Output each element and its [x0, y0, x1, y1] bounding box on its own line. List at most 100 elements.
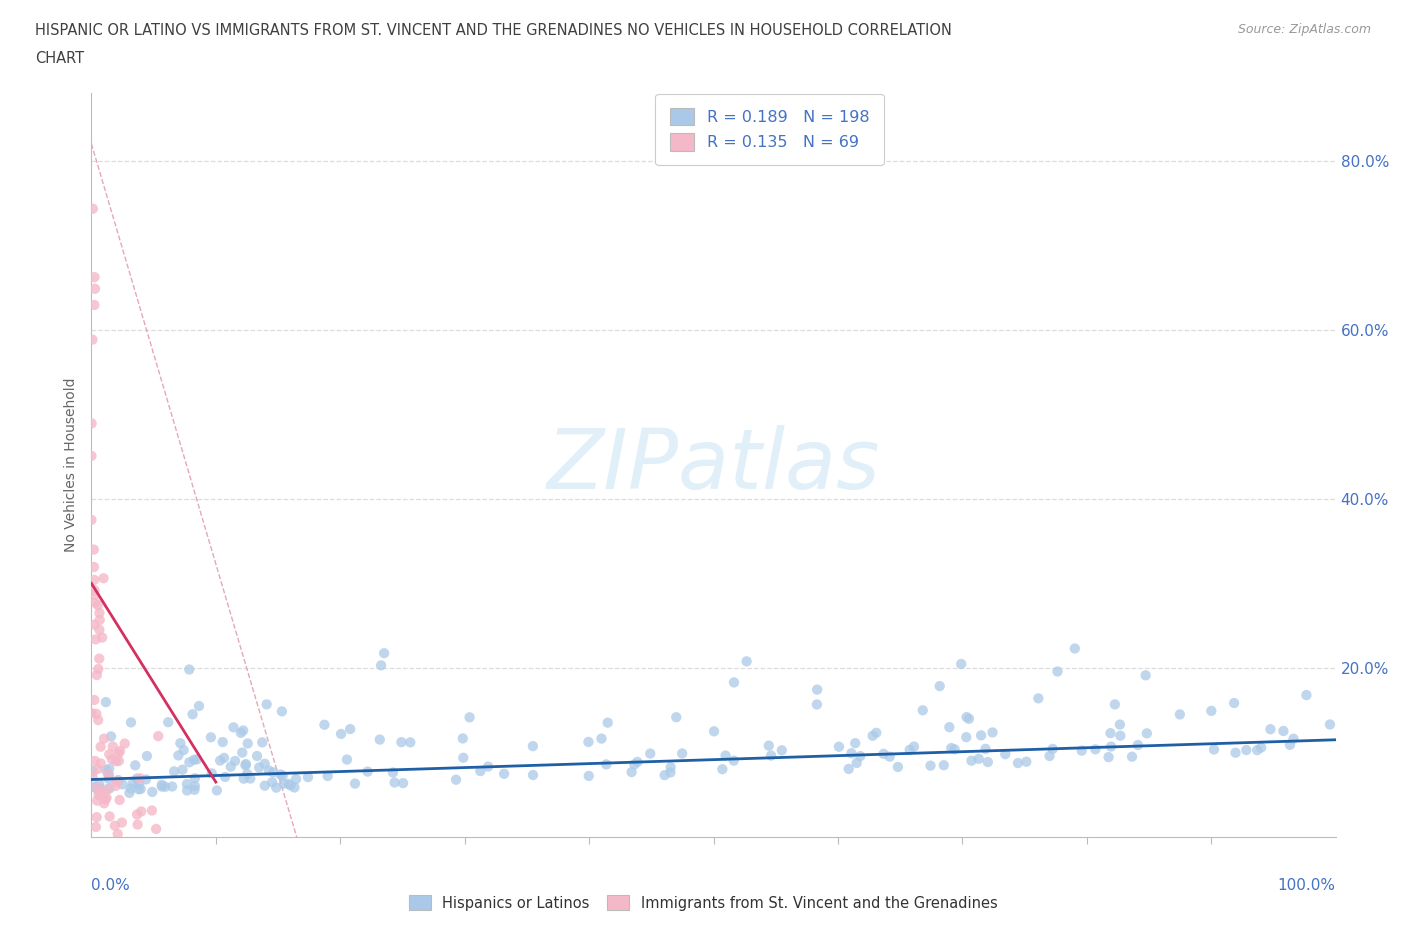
Point	[1201, 703, 1223, 718]
Point	[862, 728, 884, 743]
Point	[232, 723, 254, 737]
Point	[101, 739, 124, 754]
Point	[111, 777, 134, 791]
Point	[671, 746, 693, 761]
Point	[128, 777, 150, 791]
Point	[104, 818, 127, 833]
Point	[960, 753, 983, 768]
Point	[83, 560, 105, 575]
Point	[1097, 750, 1119, 764]
Point	[93, 796, 115, 811]
Point	[950, 657, 973, 671]
Point	[1099, 739, 1122, 754]
Point	[86, 668, 108, 683]
Point	[336, 752, 359, 767]
Point	[703, 724, 725, 738]
Point	[1099, 725, 1122, 740]
Point	[105, 774, 128, 789]
Point	[160, 779, 183, 794]
Point	[256, 697, 278, 711]
Point	[477, 759, 499, 774]
Point	[98, 747, 121, 762]
Point	[392, 776, 415, 790]
Point	[266, 780, 288, 795]
Point	[90, 756, 112, 771]
Point	[129, 781, 152, 796]
Point	[97, 766, 120, 781]
Point	[970, 728, 993, 743]
Point	[125, 807, 148, 822]
Point	[262, 775, 284, 790]
Point	[283, 780, 305, 795]
Point	[91, 631, 114, 645]
Point	[1319, 717, 1341, 732]
Point	[271, 704, 294, 719]
Point	[179, 662, 201, 677]
Point	[188, 698, 211, 713]
Point	[1104, 697, 1126, 711]
Point	[957, 711, 980, 726]
Point	[845, 755, 868, 770]
Text: 100.0%: 100.0%	[1278, 878, 1336, 893]
Point	[89, 605, 111, 620]
Point	[86, 707, 108, 722]
Point	[172, 763, 194, 777]
Point	[212, 751, 235, 765]
Point	[184, 778, 207, 793]
Point	[80, 448, 103, 463]
Text: Source: ZipAtlas.com: Source: ZipAtlas.com	[1237, 23, 1371, 36]
Point	[943, 742, 966, 757]
Point	[1234, 743, 1257, 758]
Point	[389, 735, 412, 750]
Point	[1278, 737, 1301, 752]
Point	[1109, 717, 1132, 732]
Point	[1109, 728, 1132, 743]
Point	[181, 707, 204, 722]
Point	[262, 764, 284, 779]
Point	[129, 771, 152, 786]
Point	[981, 725, 1004, 740]
Point	[136, 749, 159, 764]
Point	[98, 781, 121, 796]
Point	[1250, 740, 1272, 755]
Point	[89, 622, 111, 637]
Point	[98, 762, 121, 777]
Point	[145, 821, 167, 836]
Point	[1225, 745, 1247, 760]
Point	[911, 703, 934, 718]
Point	[118, 786, 141, 801]
Point	[150, 777, 173, 792]
Point	[98, 809, 121, 824]
Point	[148, 729, 170, 744]
Point	[183, 752, 205, 767]
Point	[941, 740, 963, 755]
Point	[659, 765, 682, 780]
Point	[1272, 724, 1295, 738]
Point	[955, 710, 977, 724]
Point	[444, 772, 467, 787]
Point	[887, 760, 910, 775]
Point	[330, 726, 353, 741]
Point	[384, 775, 406, 790]
Point	[82, 764, 104, 778]
Point	[87, 712, 110, 727]
Point	[451, 731, 474, 746]
Point	[235, 758, 257, 773]
Point	[141, 785, 163, 800]
Point	[1084, 742, 1107, 757]
Point	[89, 613, 111, 628]
Point	[201, 766, 224, 781]
Point	[90, 785, 112, 800]
Point	[596, 715, 619, 730]
Point	[1063, 641, 1085, 656]
Point	[157, 715, 180, 730]
Point	[711, 762, 734, 777]
Point	[1015, 754, 1038, 769]
Point	[82, 201, 104, 216]
Point	[120, 781, 142, 796]
Point	[247, 760, 270, 775]
Point	[107, 773, 129, 788]
Point	[1126, 737, 1149, 752]
Point	[1246, 743, 1268, 758]
Point	[872, 747, 894, 762]
